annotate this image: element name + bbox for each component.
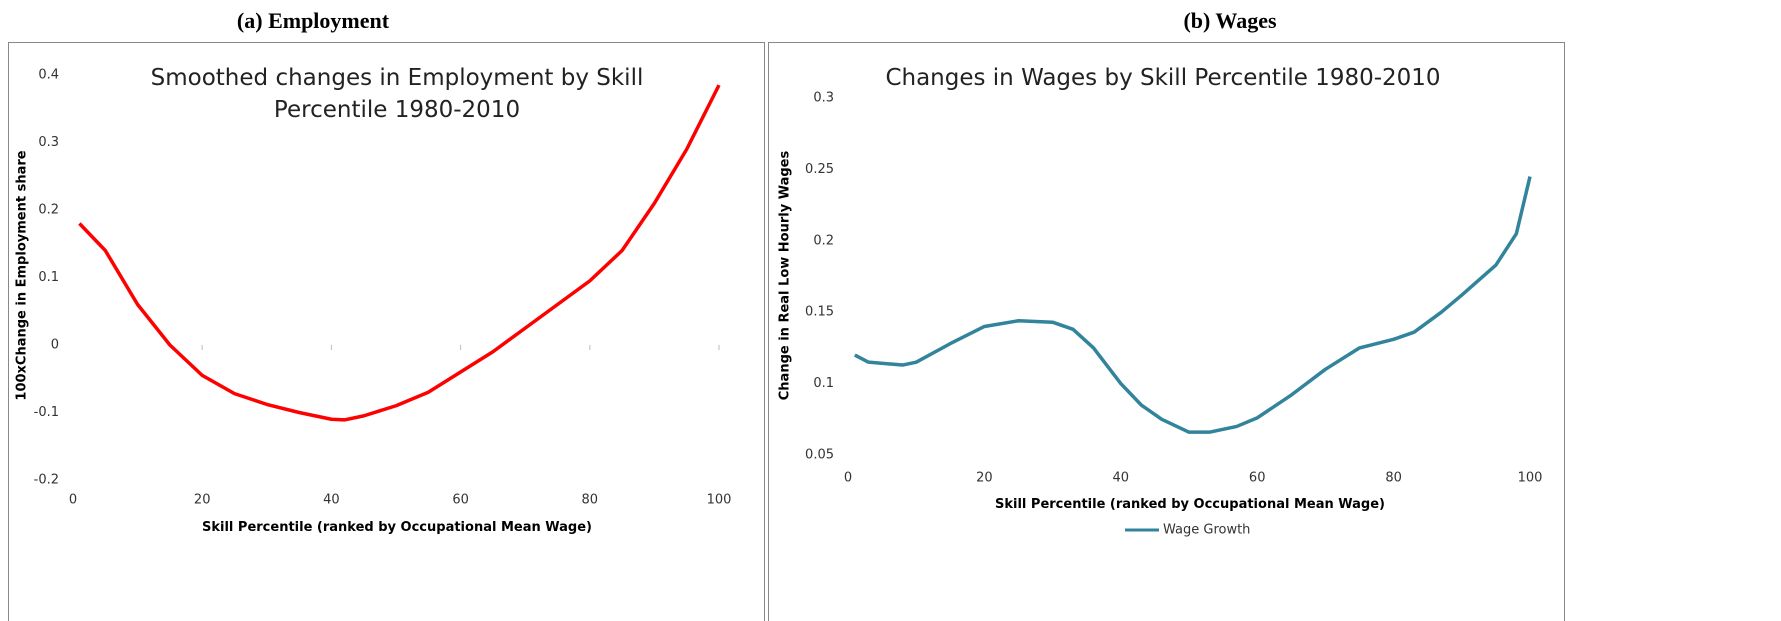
panel-frame (8, 42, 765, 621)
x-tick-label: 0 (844, 471, 852, 486)
y-axis-label: Change in Real Low Hourly Wages (777, 150, 793, 401)
x-tick-label: 0 (69, 493, 77, 508)
data-line (854, 176, 1532, 434)
x-tick-label: 20 (976, 471, 993, 486)
x-axis-label: Skill Percentile (ranked by Occupational… (995, 497, 1385, 512)
x-tick-label: 40 (1113, 471, 1130, 486)
caption: (a) Employment (236, 8, 390, 33)
y-tick-label: 0 (51, 338, 59, 353)
x-tick-label: 60 (452, 493, 469, 508)
x-tick-label: 100 (707, 493, 732, 508)
y-tick-label: 0.3 (38, 135, 59, 150)
y-tick-label: 0.2 (813, 233, 834, 248)
y-tick-label: 0.05 (805, 448, 834, 463)
chart-title: Smoothed changes in Employment by Skill … (150, 65, 644, 123)
y-tick-label: 0.15 (805, 305, 834, 320)
x-tick-label: 80 (582, 493, 599, 508)
x-tick-label: 60 (1249, 471, 1266, 486)
caption: (b) Wages (1183, 8, 1277, 33)
y-tick-label: -0.2 (34, 473, 59, 488)
y-tick-label: 0.1 (38, 270, 59, 285)
y-tick-label: 0.4 (38, 68, 59, 83)
y-tick-label: 0.25 (805, 162, 834, 177)
legend-label: Wage Growth (1163, 523, 1250, 538)
x-tick-label: 20 (194, 493, 211, 508)
panel-frame (768, 42, 1565, 621)
y-tick-label: 0.3 (813, 91, 834, 106)
chart-title: Changes in Wages by Skill Percentile 198… (885, 65, 1441, 91)
x-tick-label: 40 (323, 493, 340, 508)
x-tick-label: 80 (1385, 471, 1402, 486)
y-axis-label: 100xChange in Employment share (14, 150, 30, 401)
y-tick-label: 0.2 (38, 203, 59, 218)
x-axis-label: Skill Percentile (ranked by Occupational… (202, 520, 592, 535)
y-tick-label: -0.1 (34, 405, 59, 420)
data-line (78, 84, 721, 422)
x-tick-label: 100 (1518, 471, 1543, 486)
y-tick-label: 0.1 (813, 376, 834, 391)
